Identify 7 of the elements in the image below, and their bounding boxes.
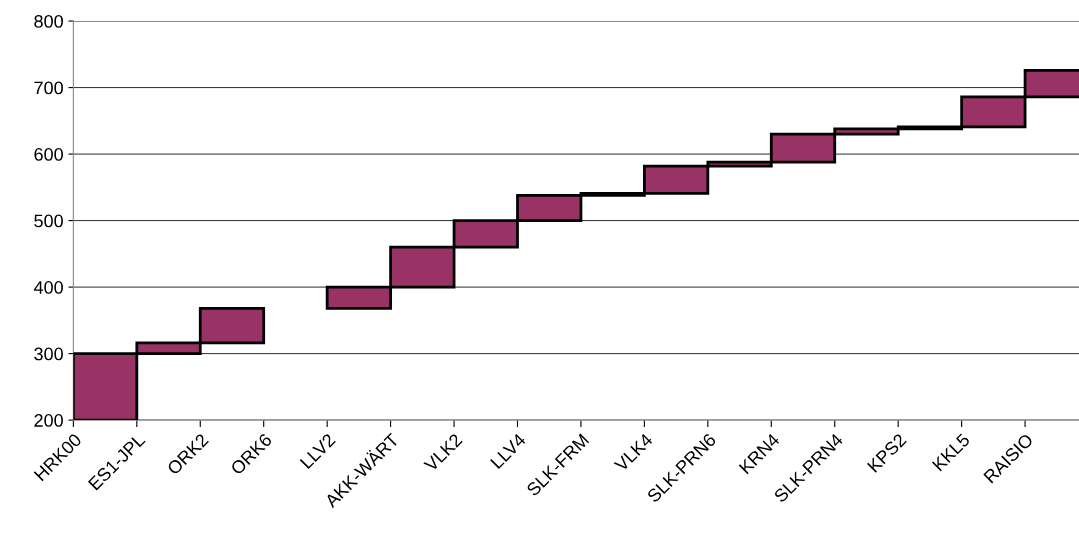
- y-tick-label: 400: [33, 281, 63, 294]
- y-tick-label: 800: [34, 14, 63, 28]
- y-tick-label: 600: [34, 148, 63, 161]
- y-tick-label: 300: [34, 347, 63, 361]
- y-tick-label: 700: [34, 81, 63, 95]
- y-tick-label: 500: [34, 214, 63, 228]
- y-tick-label: 200: [34, 414, 63, 427]
